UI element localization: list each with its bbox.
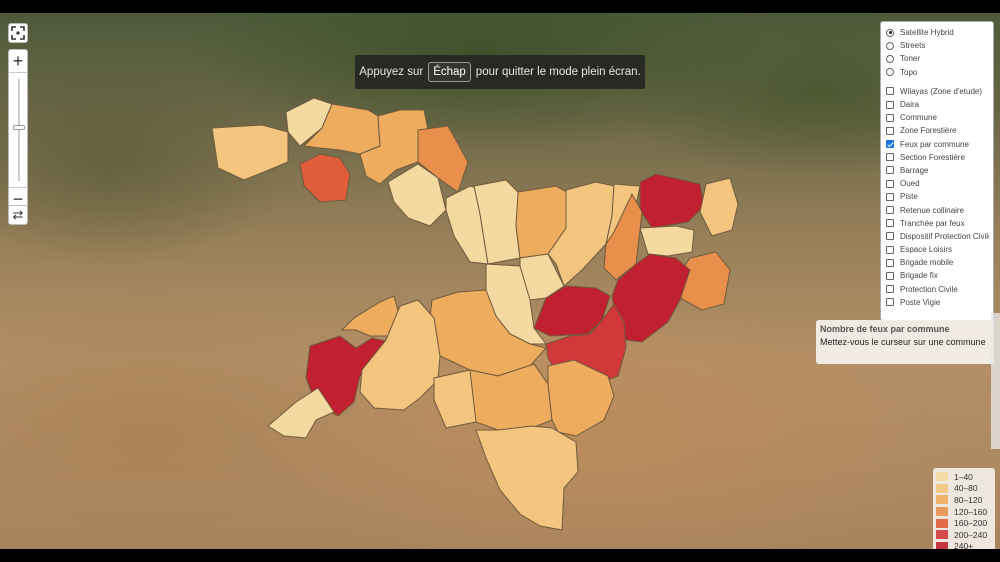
checkbox[interactable]: [886, 258, 894, 267]
zoom-out-button[interactable]: −: [12, 189, 24, 209]
fullscreen-banner-prefix: Appuyez sur: [359, 66, 424, 78]
legend-item: 120–160: [936, 506, 995, 518]
checkbox[interactable]: [886, 245, 894, 254]
commune-region[interactable]: [639, 225, 695, 257]
escape-key: Échap: [428, 62, 471, 82]
layer-switcher: Satellite Hybrid Streets Toner Topo Wila…: [880, 21, 994, 321]
swap-icon: ⇄: [12, 207, 24, 222]
commune-region[interactable]: [299, 153, 351, 203]
info-panel-hint: Mettez-vous le curseur sur une commune: [820, 337, 986, 347]
legend-item: 40–80: [936, 483, 995, 495]
commune-region[interactable]: [699, 177, 739, 237]
checkbox[interactable]: [886, 271, 894, 280]
commune-region[interactable]: [469, 363, 553, 431]
legend-swatch: [936, 483, 948, 493]
legend-item: 1–40: [936, 471, 995, 483]
basemap-option[interactable]: Topo: [886, 66, 989, 79]
checkbox[interactable]: [886, 232, 894, 241]
checkbox[interactable]: [886, 126, 894, 135]
legend-swatch: [936, 541, 948, 549]
overlay-option[interactable]: Tranchée par feux: [886, 217, 989, 230]
checkbox[interactable]: [886, 298, 894, 307]
overlay-option[interactable]: Oued: [886, 177, 989, 190]
overlay-option[interactable]: Barrage: [886, 164, 989, 177]
basemap-option[interactable]: Satellite Hybrid: [886, 26, 989, 39]
zoom-slider-handle[interactable]: [13, 125, 25, 130]
legend-swatch: [936, 472, 948, 482]
zoom-control: + −: [8, 49, 28, 211]
overlay-option[interactable]: Espace Loisirs: [886, 243, 989, 256]
checkbox[interactable]: [886, 113, 894, 122]
commune-region[interactable]: [302, 103, 381, 155]
radio-button[interactable]: [886, 28, 894, 37]
commune-region[interactable]: [359, 109, 431, 185]
commune-region[interactable]: [359, 299, 441, 411]
basemap-option[interactable]: Streets: [886, 39, 989, 52]
checkbox[interactable]: [886, 153, 894, 162]
overlay-option[interactable]: Brigade fix: [886, 269, 989, 282]
commune-region[interactable]: [547, 359, 615, 437]
checkbox[interactable]: [886, 206, 894, 215]
legend-item: 200–240: [936, 529, 995, 541]
radio-button[interactable]: [886, 54, 894, 63]
fullscreen-icon: [11, 26, 25, 40]
checkbox[interactable]: [886, 140, 894, 149]
checkbox[interactable]: [886, 192, 894, 201]
commune-region[interactable]: [387, 163, 447, 227]
checkbox[interactable]: [886, 166, 894, 175]
fullscreen-banner: Appuyez sur Échap pour quitter le mode p…: [355, 55, 645, 89]
overlay-option[interactable]: Brigade mobile: [886, 256, 989, 269]
commune-region[interactable]: [611, 253, 691, 343]
fullscreen-button[interactable]: [8, 23, 28, 43]
overlay-option[interactable]: Commune: [886, 111, 989, 124]
overlay-option[interactable]: Piste: [886, 190, 989, 203]
zoom-slider-track: [18, 79, 20, 181]
commune-region[interactable]: [433, 369, 477, 429]
overlay-option[interactable]: Retenue collinaire: [886, 203, 989, 216]
overlay-option[interactable]: Daira: [886, 98, 989, 111]
legend: 1–40 40–80 80–120 120–160 160–200 200–24…: [933, 468, 995, 549]
commune-region[interactable]: [639, 173, 705, 229]
overlay-option[interactable]: Poste Vigie: [886, 296, 989, 309]
checkbox[interactable]: [886, 285, 894, 294]
checkbox[interactable]: [886, 87, 894, 96]
map-canvas[interactable]: + − ⇄ Appuyez sur Échap pour quitter le …: [0, 13, 1000, 549]
commune-region[interactable]: [340, 295, 401, 337]
commune-region[interactable]: [603, 192, 643, 281]
commune-region[interactable]: [475, 425, 579, 531]
info-panel: Nombre de feux par commune Mettez-vous l…: [816, 320, 994, 364]
commune-region[interactable]: [267, 387, 335, 439]
legend-item: 160–200: [936, 517, 995, 529]
basemap-option[interactable]: Toner: [886, 52, 989, 65]
overlay-option[interactable]: Section Forestière: [886, 151, 989, 164]
checkbox[interactable]: [886, 219, 894, 228]
fullscreen-banner-suffix: pour quitter le mode plein écran.: [475, 66, 641, 78]
overlay-option[interactable]: Wilayas (Zone d'etude): [886, 85, 989, 98]
legend-swatch: [936, 495, 948, 505]
overlay-option[interactable]: Dispositif Protection Civile: [886, 230, 989, 243]
legend-swatch: [936, 507, 948, 517]
zoom-slider[interactable]: [9, 72, 27, 188]
choropleth-layer: [211, 97, 739, 531]
overlay-option[interactable]: Zone Forestière: [886, 124, 989, 137]
legend-swatch: [936, 530, 948, 540]
checkbox[interactable]: [886, 179, 894, 188]
info-panel-title: Nombre de feux par commune: [820, 324, 950, 334]
radio-button[interactable]: [886, 68, 894, 77]
legend-item: 240+: [936, 541, 995, 549]
radio-button[interactable]: [886, 41, 894, 50]
overlay-option[interactable]: Protection Civile: [886, 283, 989, 296]
commune-region[interactable]: [547, 181, 615, 287]
legend-item: 80–120: [936, 494, 995, 506]
swap-button[interactable]: ⇄: [8, 205, 28, 225]
commune-region[interactable]: [211, 124, 289, 181]
legend-swatch: [936, 518, 948, 528]
checkbox[interactable]: [886, 100, 894, 109]
scrollbar[interactable]: [991, 313, 1000, 449]
overlay-option[interactable]: Feux par commune: [886, 138, 989, 151]
zoom-in-button[interactable]: +: [12, 51, 24, 71]
